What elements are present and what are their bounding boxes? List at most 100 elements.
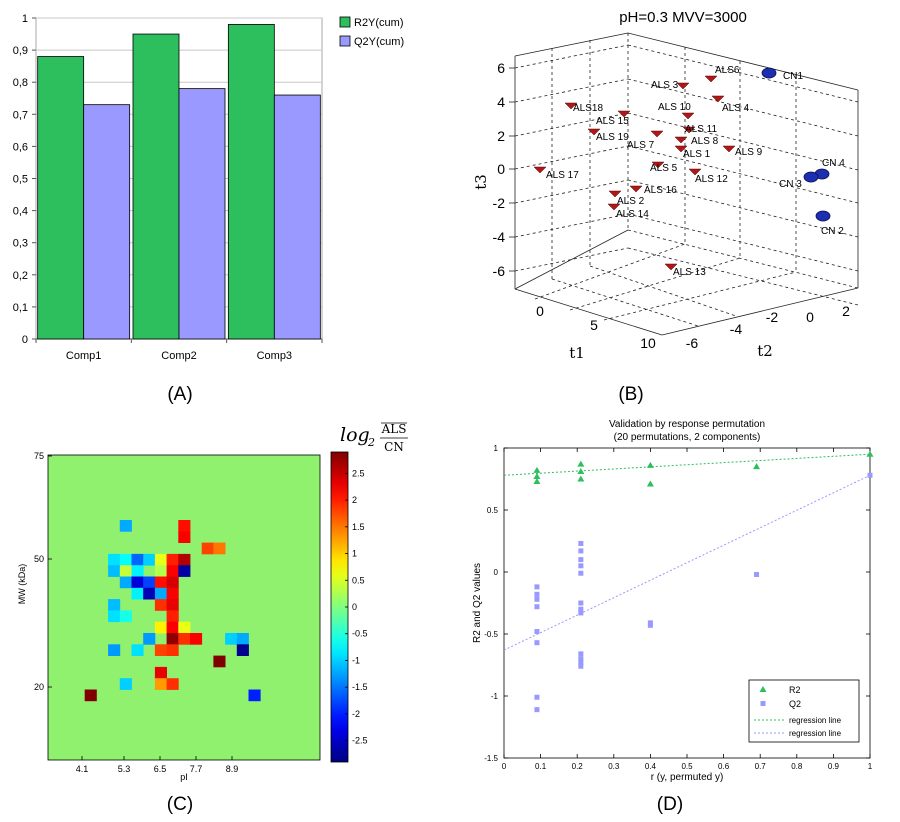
als-point <box>674 145 688 153</box>
gridline <box>534 243 686 300</box>
heatmap-cell <box>143 576 156 589</box>
heatmap-cell <box>178 531 191 543</box>
point-label: ALS 16 <box>644 185 677 196</box>
point-label: ALS 5 <box>650 163 678 174</box>
gridline <box>589 265 737 317</box>
heatmap-cell <box>154 553 167 566</box>
heatmap-cell <box>166 644 179 656</box>
als-point <box>617 110 631 118</box>
gridline <box>514 145 629 170</box>
colorbar-tick-label: 1.5 <box>352 522 365 532</box>
y-axis-label: MW (kDa) <box>17 564 27 605</box>
q2-point <box>534 640 540 646</box>
y-tick-label: 1 <box>22 13 28 25</box>
x-tick-label: 8.9 <box>226 764 239 774</box>
legend-swatch <box>339 16 351 28</box>
r2-point <box>646 461 654 468</box>
q2-point <box>534 591 540 597</box>
y-tick-label: 20 <box>34 682 44 692</box>
q2-point <box>647 622 653 628</box>
y-tick-label: 0,3 <box>13 238 28 250</box>
x-tick-label: 0.9 <box>828 762 840 771</box>
heatmap-cell <box>166 553 179 566</box>
heatmap-cell <box>178 565 191 577</box>
colorbar-tick-label: -1.5 <box>352 682 368 692</box>
r2-point <box>577 468 585 475</box>
x-tick-label: 0.2 <box>572 762 584 771</box>
legend-r2-line-label: regression line <box>789 716 842 725</box>
heatmap-cell <box>108 610 121 623</box>
y-tick-label: 0,1 <box>13 302 28 314</box>
heatmap-cell <box>154 621 167 634</box>
heatmap-cell <box>108 644 121 656</box>
als-point <box>681 112 695 120</box>
t2-tick-label: 0 <box>806 309 814 325</box>
als-point <box>629 185 643 193</box>
point-label: ALS 13 <box>673 267 706 278</box>
q2-point <box>534 707 540 713</box>
gridline <box>514 78 629 103</box>
panel-label-c: (C) <box>167 794 193 815</box>
als-point <box>533 166 547 174</box>
x-tick-label: 7.7 <box>190 764 203 774</box>
heatmap-cell <box>131 587 144 600</box>
y-tick-label: 50 <box>34 554 44 564</box>
colorbar-tick-label: -0.5 <box>352 629 368 639</box>
als-point <box>682 126 696 134</box>
y-tick-label: -0.5 <box>484 630 498 639</box>
heatmap-cell <box>154 576 167 589</box>
heatmap-cell <box>119 553 132 566</box>
x-tick-label: 0.6 <box>718 762 730 771</box>
x-tick-label: 0.7 <box>755 762 767 771</box>
x-axis-label: r (y, permuted y) <box>651 772 724 783</box>
q2-point <box>578 663 584 669</box>
y-tick-label: 0,7 <box>13 109 28 121</box>
gridline <box>514 44 629 69</box>
heatmap-area <box>47 454 321 761</box>
panel-a-bar-chart: 0 0,1 0,2 0,3 0,4 0,5 0,6 0,7 0,8 0,9 1 Comp1 Comp2 C… <box>13 13 404 362</box>
x-tick-label: Comp3 <box>257 350 292 362</box>
chart-subtitle: (20 permutations, 2 components) <box>614 432 761 443</box>
t2-tick-label: -6 <box>686 335 699 351</box>
point-label: ALS 9 <box>735 147 763 158</box>
heatmap-cell <box>131 553 144 566</box>
heatmap-cell <box>108 599 121 611</box>
q2-point <box>534 694 540 700</box>
colorbar-tick-label: 2.5 <box>352 468 365 478</box>
legend-r2-label: R2 <box>789 685 801 695</box>
als-point <box>704 75 718 83</box>
colorbar-denominator: CN <box>384 440 404 454</box>
x-tick-label: 1 <box>868 762 873 771</box>
y-tick-label: 0,4 <box>13 206 28 218</box>
als-point <box>664 263 678 271</box>
gridline <box>514 112 629 137</box>
cn-point <box>761 67 777 79</box>
heatmap-cell <box>248 689 261 702</box>
point-label: ALS 2 <box>617 196 645 207</box>
box-edge <box>627 32 859 91</box>
colorbar-tick-label: -2.5 <box>352 736 368 746</box>
y-tick-label: 75 <box>34 451 44 461</box>
bar-q2ycum-comp2 <box>178 88 226 340</box>
t3-tick-label: -6 <box>493 263 506 279</box>
panel-b-3d-scatter: 6 4 2 0 -2 -4 -6 0 5 10 -6 -4 -2 0 2 t1 t2 t3 pH=0.3 MVV=3… <box>472 9 859 362</box>
t1-tick-label: 10 <box>640 335 656 351</box>
x-tick-label: 6.5 <box>154 764 167 774</box>
heatmap-cell <box>236 644 249 656</box>
heatmap-cell <box>166 587 179 600</box>
colorbar-log-base: 2 <box>367 436 375 449</box>
heatmap-cell <box>131 576 144 589</box>
heatmap-cell <box>154 565 167 577</box>
heatmap-cell <box>154 678 167 690</box>
heatmap-cell <box>154 644 167 656</box>
heatmap-cell <box>166 599 179 611</box>
point-label: ALS 17 <box>546 170 579 181</box>
q2-point <box>578 548 584 554</box>
q2-point <box>578 656 584 662</box>
heatmap-cell <box>119 678 132 690</box>
point-label: ALS 4 <box>722 103 750 114</box>
heatmap-cell <box>143 633 156 645</box>
panel-label-a: (A) <box>167 384 192 405</box>
gridline <box>627 44 859 103</box>
